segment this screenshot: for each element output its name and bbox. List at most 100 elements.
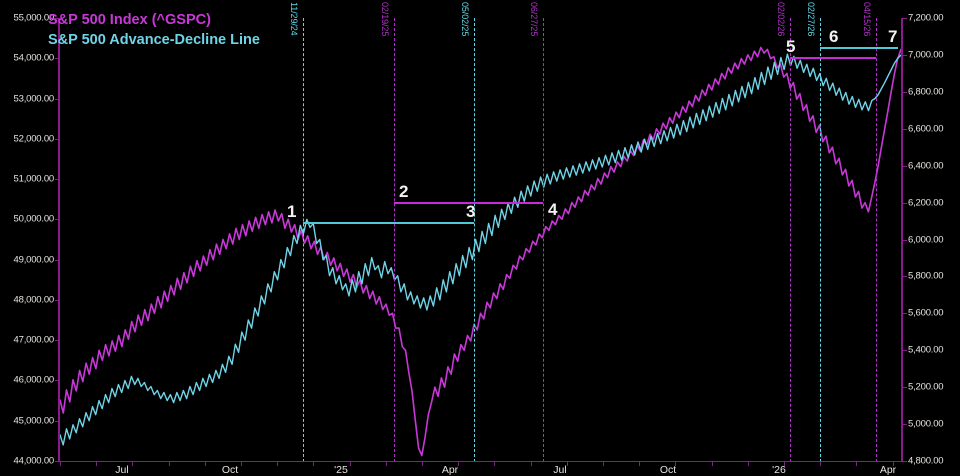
chart-legend: S&P 500 Index (^GSPC) S&P 500 Advance-De… xyxy=(48,10,260,50)
annotation-segment xyxy=(790,57,876,59)
y-axis-right-tick-label: 4,800.00 xyxy=(908,455,944,467)
y-axis-right-tick-label: 5,400.00 xyxy=(908,344,944,356)
vertical-marker-date-label: 11/29/24 xyxy=(289,2,299,36)
x-axis-tick-mark xyxy=(132,462,133,466)
y-axis-right-tick-label: 6,200.00 xyxy=(908,197,944,209)
y-axis-right-tick-mark xyxy=(902,313,907,315)
vertical-marker-date-label: 06/27/25 xyxy=(529,2,539,37)
y-axis-left-tick-label: 47,000.00 xyxy=(13,334,55,346)
y-axis-right-tick-mark xyxy=(902,350,907,352)
y-axis-left-tick-mark xyxy=(55,18,60,19)
y-axis-right-spine xyxy=(901,18,903,462)
vertical-marker-date-label: 02/19/25 xyxy=(380,2,390,37)
x-axis-tick-mark xyxy=(748,462,749,466)
annotation-number-label: 7 xyxy=(888,27,898,46)
y-axis-left-spine xyxy=(58,18,60,462)
annotation-number-label: 3 xyxy=(466,202,476,221)
x-axis-tick-mark xyxy=(169,462,170,466)
y-axis-right-tick-mark xyxy=(902,424,907,426)
x-axis-tick-label: Apr xyxy=(441,464,459,476)
y-axis-left-tick-label: 52,000.00 xyxy=(13,133,55,145)
y-axis-left-tick-mark xyxy=(55,380,60,382)
y-axis-right-tick-mark xyxy=(902,461,907,462)
y-axis-right-tick-label: 5,000.00 xyxy=(908,418,944,430)
y-axis-left-tick-label: 50,000.00 xyxy=(13,213,55,225)
x-axis-tick-mark xyxy=(350,462,351,466)
y-axis-right-tick-label: 5,200.00 xyxy=(908,381,944,393)
y-axis-left-tick-mark xyxy=(55,58,60,60)
y-axis-left-tick-mark xyxy=(55,179,60,181)
x-axis-tick-mark xyxy=(639,462,640,466)
vertical-marker-date-label: 04/15/26 xyxy=(862,2,872,37)
y-axis-left-tick-mark xyxy=(55,420,60,422)
x-axis-tick-label: Oct xyxy=(221,464,239,476)
y-axis-right-tick-mark xyxy=(902,18,907,19)
x-axis-spine xyxy=(58,461,903,462)
y-axis-left-tick-label: 48,000.00 xyxy=(13,294,55,306)
annotation-segment xyxy=(820,47,898,49)
x-axis-tick-mark xyxy=(60,462,61,466)
x-axis-tick-mark xyxy=(603,462,604,466)
y-axis-right-tick-label: 5,800.00 xyxy=(908,270,944,282)
series-line-advance-decline xyxy=(59,53,902,446)
x-axis-tick-mark xyxy=(494,462,495,466)
annotation-segment xyxy=(303,222,474,224)
vertical-marker-line xyxy=(474,18,475,462)
x-axis-tick-mark xyxy=(96,462,97,466)
x-axis-tick-mark xyxy=(856,462,857,466)
y-axis-right-tick-label: 6,000.00 xyxy=(908,234,944,245)
x-axis-tick-mark xyxy=(458,462,459,466)
y-axis-right-tick-label: 5,600.00 xyxy=(908,307,944,319)
annotation-number-label: 5 xyxy=(786,37,796,56)
x-axis-tick-mark xyxy=(712,462,713,466)
y-axis-left-tick-mark xyxy=(55,259,60,261)
annotation-number-label: 6 xyxy=(829,27,839,46)
y-axis-left-tick-mark xyxy=(55,98,60,100)
y-axis-right-tick-label: 7,200.00 xyxy=(908,12,944,24)
y-axis-right-tick-mark xyxy=(902,239,907,241)
y-axis-left-tick-label: 53,000.00 xyxy=(13,93,55,105)
y-axis-right-tick-mark xyxy=(902,165,907,167)
y-axis-right-tick-mark xyxy=(902,387,907,389)
y-axis-left-tick-mark xyxy=(55,138,60,140)
y-axis-left-tick-mark xyxy=(55,340,60,342)
y-axis-left-tick-mark xyxy=(55,219,60,221)
vertical-marker-line xyxy=(876,18,877,462)
annotation-number-label: 2 xyxy=(399,182,409,201)
vertical-marker-date-label: 02/02/26 xyxy=(776,2,786,37)
y-axis-left-tick-mark xyxy=(55,299,60,301)
vertical-marker-line xyxy=(543,18,544,462)
x-axis-tick-label: Apr xyxy=(879,464,897,476)
x-axis-tick-mark xyxy=(567,462,568,466)
vertical-marker-line xyxy=(394,18,395,462)
y-axis-right-tick-mark xyxy=(902,276,907,278)
annotation-number-label: 1 xyxy=(287,202,297,221)
y-axis-left-tick-label: 49,000.00 xyxy=(13,254,55,266)
x-axis-tick-label: Jul xyxy=(115,464,129,476)
x-axis-tick-label: Jul xyxy=(553,464,567,476)
x-axis-tick-mark xyxy=(784,462,785,466)
y-axis-left-tick-label: 46,000.00 xyxy=(13,374,55,386)
annotation-segment xyxy=(394,202,543,204)
vertical-marker-line xyxy=(790,18,791,462)
x-axis-tick-mark xyxy=(675,462,676,466)
vertical-marker-date-label: 02/27/26 xyxy=(806,2,816,37)
y-axis-right-tick-label: 7,000.00 xyxy=(908,49,944,61)
y-axis-left-tick-mark xyxy=(55,461,60,462)
x-axis-tick-mark xyxy=(531,462,532,466)
y-axis-right-tick-label: 6,400.00 xyxy=(908,160,944,172)
vertical-marker-line xyxy=(303,18,304,462)
series-line-sp500-index xyxy=(59,46,902,457)
y-axis-left-tick-label: 54,000.00 xyxy=(13,52,55,64)
x-axis-tick-mark xyxy=(893,462,894,466)
x-axis-tick-label: '25 xyxy=(334,464,348,476)
y-axis-right-tick-mark xyxy=(902,91,907,93)
x-axis-tick-mark xyxy=(241,462,242,466)
x-axis-tick-mark xyxy=(277,462,278,466)
legend-item-sp500-index: S&P 500 Index (^GSPC) xyxy=(48,12,211,28)
y-axis-left-tick-label: 44,000.00 xyxy=(13,455,55,467)
annotation-number-label: 4 xyxy=(548,200,558,219)
vertical-marker-line xyxy=(820,18,821,462)
